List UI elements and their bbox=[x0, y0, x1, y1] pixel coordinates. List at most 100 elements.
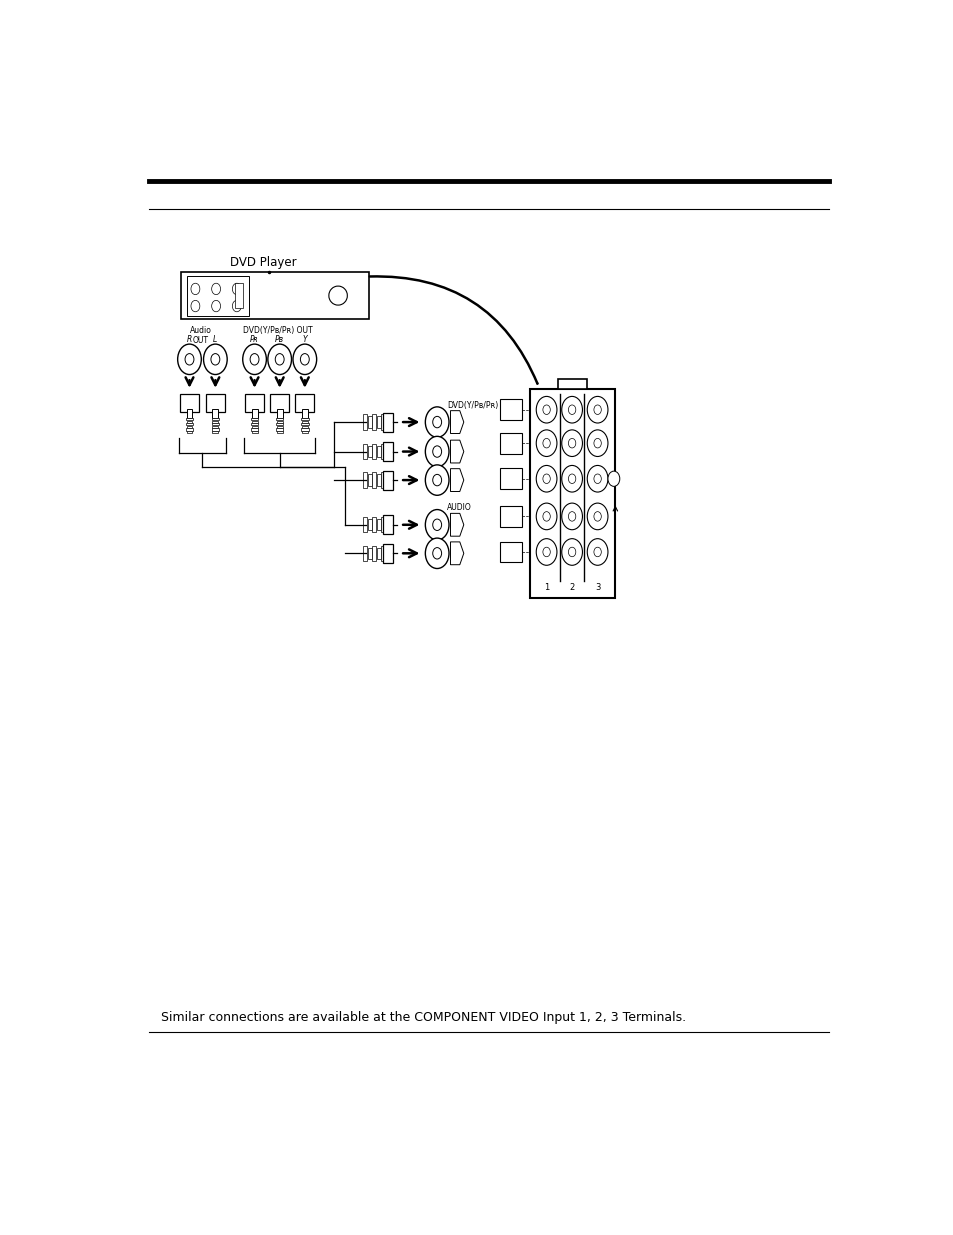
Bar bbox=[301, 431, 308, 433]
Text: DVD(Y/Pʙ/Pʀ): DVD(Y/Pʙ/Pʀ) bbox=[446, 400, 497, 410]
Bar bbox=[363, 473, 367, 488]
Circle shape bbox=[425, 406, 449, 437]
Circle shape bbox=[425, 464, 449, 495]
Bar bbox=[276, 431, 282, 433]
Text: R: R bbox=[187, 335, 192, 343]
Polygon shape bbox=[450, 514, 463, 536]
Bar bbox=[376, 416, 380, 427]
Bar bbox=[376, 519, 380, 531]
Circle shape bbox=[561, 430, 582, 457]
FancyArrowPatch shape bbox=[370, 277, 537, 384]
Bar bbox=[372, 443, 375, 459]
Text: DVD(Y/Pʙ/Pʀ) OUT: DVD(Y/Pʙ/Pʀ) OUT bbox=[243, 326, 313, 335]
Text: AUDIO: AUDIO bbox=[446, 504, 471, 513]
Text: 3: 3 bbox=[595, 583, 599, 593]
Circle shape bbox=[587, 503, 607, 530]
Circle shape bbox=[587, 396, 607, 424]
Circle shape bbox=[594, 474, 600, 484]
Circle shape bbox=[536, 396, 557, 424]
Bar bbox=[212, 419, 219, 420]
Bar bbox=[187, 426, 193, 429]
Circle shape bbox=[594, 511, 600, 521]
Circle shape bbox=[268, 345, 292, 374]
Bar bbox=[372, 546, 375, 561]
Text: Y: Y bbox=[302, 335, 307, 343]
Bar bbox=[301, 409, 308, 419]
Circle shape bbox=[607, 471, 619, 487]
Bar bbox=[363, 443, 367, 459]
Bar bbox=[213, 421, 218, 422]
Bar bbox=[301, 419, 308, 420]
Polygon shape bbox=[450, 411, 463, 433]
Circle shape bbox=[300, 353, 309, 366]
Bar bbox=[499, 399, 521, 420]
Circle shape bbox=[433, 474, 441, 485]
Bar bbox=[499, 468, 521, 489]
Circle shape bbox=[293, 345, 316, 374]
Circle shape bbox=[233, 283, 241, 295]
Bar bbox=[301, 426, 308, 429]
Bar bbox=[251, 429, 258, 431]
Circle shape bbox=[425, 538, 449, 568]
Bar bbox=[276, 421, 282, 422]
Circle shape bbox=[561, 466, 582, 492]
Bar bbox=[186, 429, 193, 431]
Circle shape bbox=[212, 300, 220, 311]
Bar bbox=[367, 416, 372, 427]
Text: Audio
OUT: Audio OUT bbox=[190, 326, 212, 346]
Text: Pʀ: Pʀ bbox=[250, 335, 259, 343]
Circle shape bbox=[242, 345, 266, 374]
Bar bbox=[206, 394, 225, 411]
Circle shape bbox=[250, 353, 258, 366]
Circle shape bbox=[587, 538, 607, 566]
Circle shape bbox=[536, 466, 557, 492]
Circle shape bbox=[568, 511, 576, 521]
Circle shape bbox=[568, 547, 576, 557]
Circle shape bbox=[568, 474, 576, 484]
Bar bbox=[367, 547, 372, 559]
Bar bbox=[376, 474, 380, 485]
Bar bbox=[213, 426, 218, 429]
Bar bbox=[187, 421, 193, 422]
Bar bbox=[383, 471, 393, 489]
Circle shape bbox=[433, 416, 441, 427]
Circle shape bbox=[587, 466, 607, 492]
Bar bbox=[380, 415, 385, 430]
Circle shape bbox=[542, 474, 550, 484]
Text: L: L bbox=[213, 335, 217, 343]
Bar bbox=[186, 424, 193, 426]
Bar bbox=[363, 546, 367, 561]
Bar bbox=[180, 394, 199, 411]
Bar bbox=[301, 421, 308, 422]
Bar bbox=[270, 394, 289, 411]
Bar bbox=[252, 409, 257, 419]
Bar bbox=[186, 419, 193, 420]
Bar bbox=[367, 446, 372, 457]
Circle shape bbox=[433, 446, 441, 457]
Bar bbox=[187, 275, 249, 316]
Bar bbox=[380, 443, 385, 459]
Circle shape bbox=[191, 300, 199, 311]
Circle shape bbox=[211, 353, 219, 366]
Bar bbox=[252, 426, 257, 429]
Bar bbox=[301, 424, 308, 426]
Circle shape bbox=[542, 547, 550, 557]
Circle shape bbox=[594, 438, 600, 448]
Bar bbox=[367, 519, 372, 531]
Circle shape bbox=[561, 538, 582, 566]
Bar bbox=[275, 429, 283, 431]
Circle shape bbox=[425, 436, 449, 467]
Bar bbox=[380, 473, 385, 488]
Bar bbox=[276, 409, 282, 419]
Circle shape bbox=[212, 283, 220, 295]
Circle shape bbox=[203, 345, 227, 374]
Bar bbox=[376, 547, 380, 559]
Circle shape bbox=[561, 503, 582, 530]
Circle shape bbox=[425, 510, 449, 540]
Bar bbox=[212, 424, 219, 426]
Bar bbox=[383, 412, 393, 431]
Bar bbox=[251, 424, 258, 426]
Text: DVD Player: DVD Player bbox=[230, 256, 296, 269]
Bar bbox=[499, 541, 521, 562]
Bar bbox=[363, 517, 367, 532]
